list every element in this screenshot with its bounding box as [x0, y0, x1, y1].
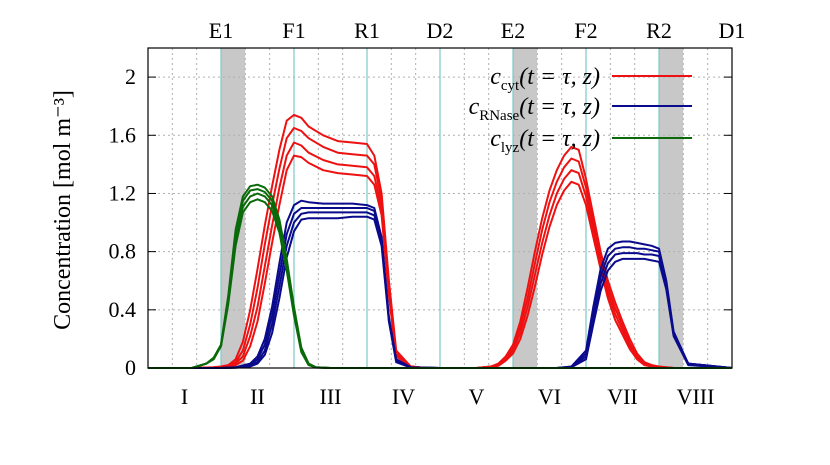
port-label-d2: D2	[427, 18, 454, 43]
zone-labels: I II III IV V VI VII VIII	[181, 384, 715, 409]
legend-label-lyz: clyz(t = τ, z)	[490, 126, 600, 156]
y-tick-label: 0	[125, 355, 136, 380]
y-tick-label: 0.4	[109, 297, 137, 322]
legend: ccyt(t = τ, z)cRNase(t = τ, z)clyz(t = τ…	[469, 64, 692, 156]
port-label-r1: R1	[354, 18, 380, 43]
port-label-r2: R2	[646, 18, 672, 43]
zone-label-6: VI	[538, 384, 561, 409]
legend-label-rnase: cRNase(t = τ, z)	[469, 94, 600, 124]
zone-label-1: I	[181, 384, 188, 409]
legend-label-cyt: ccyt(t = τ, z)	[490, 64, 600, 94]
y-tick-label: 1.2	[109, 180, 137, 205]
zone-label-8: VIII	[677, 384, 715, 409]
port-label-d1: D1	[719, 18, 746, 43]
series-lyz-curve-3	[148, 198, 732, 369]
y-tick-label: 0.8	[109, 239, 137, 264]
y-tick-label: 1.6	[109, 122, 137, 147]
port-label-e2: E2	[501, 18, 525, 43]
y-ticks: 0 0.4 0.8 1.2 1.6 2	[109, 64, 732, 380]
shaded-zones	[221, 48, 684, 368]
y-axis-label: Concentration [mol m⁻³]	[50, 90, 76, 330]
plot-frame	[147, 47, 733, 369]
zone-label-3: III	[320, 384, 342, 409]
port-label-e1: E1	[209, 18, 233, 43]
series-rnase-curve-3	[148, 215, 733, 369]
zone-label-4: IV	[392, 384, 415, 409]
zone-label-2: II	[250, 384, 265, 409]
zone-label-5: V	[469, 384, 485, 409]
port-label-f1: F1	[282, 18, 305, 43]
port-label-f2: F2	[574, 18, 597, 43]
y-tick-label: 2	[125, 64, 136, 89]
port-labels: E1 F1 R1 D2 E2 F2 R2 D1	[209, 18, 746, 43]
zone-label-7: VII	[607, 384, 638, 409]
